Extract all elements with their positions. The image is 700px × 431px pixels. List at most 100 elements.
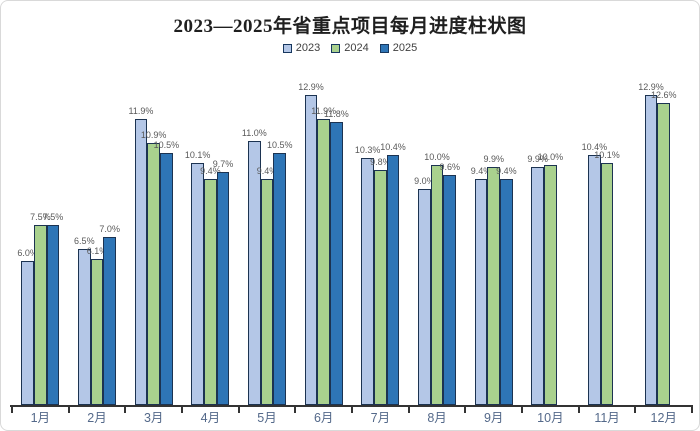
bar-label-2024-1月: 7.5% bbox=[30, 212, 51, 222]
axis-tick bbox=[351, 407, 353, 413]
bar-slot: 10.3% bbox=[355, 70, 380, 405]
bar-label-2023-8月: 9.0% bbox=[414, 176, 435, 186]
bar-slot: 6.1% bbox=[87, 70, 107, 405]
bar-slot: 10.1% bbox=[185, 70, 210, 405]
bar-label-2025-8月: 9.6% bbox=[439, 161, 460, 172]
bar-label-2023-7月: 10.3% bbox=[354, 144, 381, 155]
bar-slot: 10.0% bbox=[538, 70, 563, 405]
bar-slot: 6.5% bbox=[74, 70, 95, 405]
bar-slot: 10.0% bbox=[424, 70, 450, 405]
bar-slot: 11.8% bbox=[324, 70, 349, 405]
bar-2024-2月 bbox=[90, 258, 104, 405]
bar-2025-4月 bbox=[216, 172, 230, 405]
axis-tick bbox=[124, 407, 127, 413]
bar-slot: 12.9% bbox=[638, 70, 664, 405]
month-group-9月: 9.4% 9.9% 9.4% bbox=[465, 70, 522, 405]
month-group-7月: 10.3% 9.8% 10.4% bbox=[352, 70, 409, 405]
bar-label-2024-8月: 10.0% bbox=[424, 152, 450, 162]
bar-slot: 7.5% bbox=[43, 70, 63, 405]
x-axis-label-6月: 6月 bbox=[313, 411, 334, 425]
x-axis-line bbox=[10, 405, 693, 407]
axis-tick bbox=[464, 407, 467, 413]
bar-slot: 6.0% bbox=[17, 70, 38, 405]
bar-label-2025-5月: 10.5% bbox=[266, 140, 293, 150]
legend-swatch-2023-icon bbox=[282, 43, 292, 53]
bar-2024-12月 bbox=[657, 102, 671, 405]
bar-label-2024-4月: 9.4% bbox=[200, 166, 221, 177]
bar-label-2023-9月: 9.4% bbox=[470, 166, 492, 177]
bar-slot: 7.0% bbox=[99, 70, 120, 405]
month-group-5月: 11.0% 9.4% 10.5% bbox=[239, 70, 296, 405]
legend-label-2024: 2024 bbox=[344, 42, 369, 54]
bar-label-2023-6月: 12.9% bbox=[298, 82, 324, 93]
bar-2023-8月 bbox=[418, 189, 431, 405]
bar-label-2024-6月: 11.9% bbox=[311, 106, 337, 117]
bar-label-2025-7月: 10.4% bbox=[380, 142, 406, 153]
axis-tick bbox=[11, 407, 13, 413]
bar-2024-6月 bbox=[317, 119, 331, 405]
bar-label-2024-11月: 10.1% bbox=[594, 149, 620, 160]
bar-label-2024-7月: 9.8% bbox=[370, 156, 391, 167]
bar-slot: 9.6% bbox=[439, 70, 460, 405]
bar-slot bbox=[670, 70, 683, 405]
bar-2024-11月 bbox=[600, 162, 614, 405]
bar-label-2025-6月: 11.8% bbox=[323, 108, 349, 119]
bar-2025-9月 bbox=[500, 179, 513, 405]
bar-label-2025-9月: 9.4% bbox=[496, 166, 517, 177]
bar-slot: 10.9% bbox=[141, 70, 166, 405]
axis-tick bbox=[691, 407, 693, 413]
bar-2024-1月 bbox=[33, 225, 47, 405]
bar-slot: 11.9% bbox=[129, 70, 153, 405]
bar-label-2023-2月: 6.5% bbox=[74, 236, 95, 246]
bar-2023-11月 bbox=[588, 155, 601, 405]
month-group-1月: 6.0% 7.5% 7.5% bbox=[12, 70, 69, 405]
bar-slot: 9.7% bbox=[213, 70, 233, 405]
x-axis-label-11月: 11月 bbox=[594, 411, 620, 425]
bar-2023-3月 bbox=[134, 119, 148, 405]
bar-2023-6月 bbox=[304, 95, 318, 405]
axis-tick bbox=[577, 407, 580, 413]
bar-slot: 10.5% bbox=[267, 70, 292, 405]
bar-label-2023-12月: 12.9% bbox=[638, 82, 664, 93]
axis-tick bbox=[181, 407, 183, 413]
bar-slot: 9.4% bbox=[496, 70, 517, 405]
bar-slot: 9.8% bbox=[370, 70, 391, 405]
bar-2025-6月 bbox=[330, 121, 343, 405]
bar-slot: 12.9% bbox=[298, 70, 324, 405]
bar-slot: 10.4% bbox=[582, 70, 607, 405]
x-axis-label-9月: 9月 bbox=[483, 411, 504, 425]
bar-2025-7月 bbox=[386, 155, 400, 405]
bar-slot bbox=[557, 70, 570, 405]
bar-label-2024-12月: 12.6% bbox=[650, 89, 677, 100]
x-axis-label-5月: 5月 bbox=[257, 411, 277, 425]
bar-slot: 9.4% bbox=[257, 70, 277, 405]
bar-slot: 9.9% bbox=[483, 70, 504, 405]
bar-2024-10月 bbox=[544, 165, 557, 405]
bar-slot: 9.9% bbox=[527, 70, 548, 405]
month-group-10月: 9.9% 10.0% bbox=[522, 70, 579, 405]
x-axis-labels: 1月 2月 3月 4月 5月 6月 7月 8月 9月 10月 11月 12月 bbox=[12, 407, 692, 426]
bar-slot: 11.9% bbox=[311, 70, 336, 405]
bar-slot: 7.5% bbox=[30, 70, 51, 405]
bar-slot: 9.4% bbox=[200, 70, 221, 405]
x-axis-label-8月: 8月 bbox=[427, 411, 447, 425]
axis-tick bbox=[67, 407, 70, 413]
x-axis-label-12月: 12月 bbox=[650, 411, 677, 425]
bar-2023-9月 bbox=[474, 179, 488, 405]
bar-slot: 9.0% bbox=[414, 70, 435, 405]
bar-label-2023-5月: 11.0% bbox=[241, 128, 267, 138]
x-axis-label-1月: 1月 bbox=[30, 411, 51, 425]
month-group-8月: 9.0% 10.0% 9.6% bbox=[409, 70, 466, 405]
plot-area: 6.0% 7.5% 7.5% 6.5% 6.1% 7.0% 11.9% 10.9% 10.5% 1… bbox=[12, 70, 692, 405]
bar-slot: 12.6% bbox=[651, 70, 676, 405]
bar-label-2025-1月: 7.5% bbox=[42, 212, 64, 222]
bar-label-2024-3月: 10.9% bbox=[140, 130, 167, 141]
x-axis-label-3月: 3月 bbox=[143, 411, 164, 425]
bar-2025-1月 bbox=[46, 225, 60, 405]
bar-slot: 10.4% bbox=[380, 70, 406, 405]
legend-item-2024: 2024 bbox=[331, 42, 369, 54]
bar-2025-8月 bbox=[443, 174, 457, 405]
axis-tick bbox=[521, 407, 523, 413]
bar-2023-7月 bbox=[361, 157, 375, 405]
